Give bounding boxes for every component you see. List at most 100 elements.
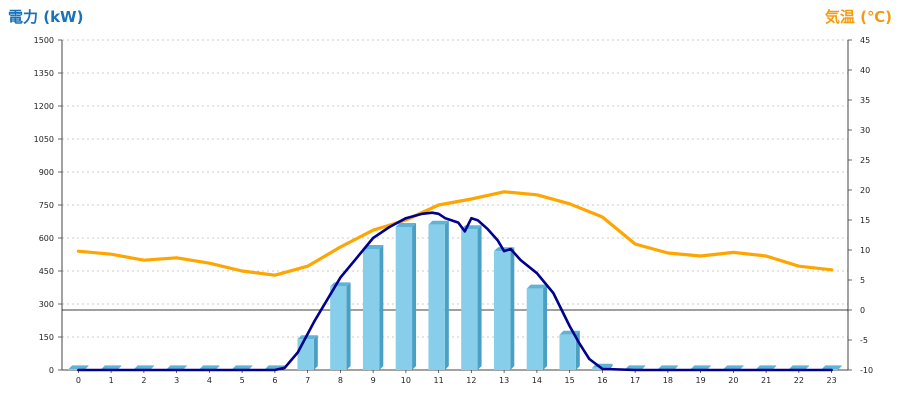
bar-front	[461, 229, 478, 370]
left-tick-label: 0	[49, 366, 54, 375]
gridlines	[62, 39, 848, 338]
bar-top	[231, 365, 253, 370]
bar	[493, 247, 515, 370]
bar-top	[755, 365, 777, 370]
right-tick-label: 45	[860, 36, 870, 45]
right-tick-label: -10	[860, 366, 873, 375]
x-tick-label: 13	[499, 376, 509, 385]
left-tick-label: 450	[39, 267, 54, 276]
bar-side	[379, 245, 384, 370]
x-tick-label: 4	[207, 376, 212, 385]
bar-side	[543, 284, 548, 370]
x-tick-label: 11	[434, 376, 444, 385]
bar-top	[199, 365, 220, 370]
bar-side	[444, 220, 449, 370]
right-tick-label: 20	[860, 186, 870, 195]
bar-side	[837, 365, 842, 370]
bar-side	[313, 335, 318, 370]
left-tick-label: 150	[39, 333, 54, 342]
left-tick-label: 1050	[34, 135, 54, 144]
bar-front	[559, 334, 576, 370]
x-tick-label: 8	[338, 376, 343, 385]
x-tick-label: 22	[794, 376, 804, 385]
left-tick-label: 750	[39, 201, 54, 210]
bar-side	[510, 247, 515, 370]
axes	[58, 39, 852, 373]
x-tick-label: 6	[272, 376, 277, 385]
right-tick-label: 40	[860, 66, 870, 75]
left-tick-label: 300	[39, 300, 54, 309]
x-tick-label: 1	[109, 376, 114, 385]
right-tick-label: 10	[860, 246, 870, 255]
bar-top	[526, 284, 548, 289]
x-tick-label: 21	[761, 376, 771, 385]
bar	[362, 245, 384, 370]
x-tick-label: 0	[76, 376, 81, 385]
bar-front	[330, 286, 347, 370]
bar-top	[657, 365, 679, 370]
bar-top	[690, 365, 711, 370]
x-tick-label: 17	[630, 376, 640, 385]
bar-top	[68, 365, 89, 370]
left-tick-label: 600	[39, 234, 54, 243]
bar-top	[428, 220, 449, 225]
x-tick-label: 14	[532, 376, 542, 385]
left-tick-label: 1200	[34, 102, 54, 111]
bar-top	[624, 365, 646, 370]
right-tick-label: 35	[860, 96, 870, 105]
bar-top	[100, 365, 122, 370]
left-tick-label: 900	[39, 168, 54, 177]
bar	[330, 282, 351, 370]
bar-front	[68, 369, 85, 370]
bar-top	[133, 365, 155, 370]
bar-top	[297, 335, 318, 340]
bar-top	[166, 365, 187, 370]
right-tick-label: 15	[860, 216, 870, 225]
x-tick-label: 3	[174, 376, 179, 385]
right-tick-label: 25	[860, 156, 870, 165]
x-tick-label: 2	[141, 376, 146, 385]
bar-top	[395, 223, 417, 227]
bar-side	[346, 282, 351, 370]
bar-front	[493, 251, 511, 370]
x-tick-label: 5	[240, 376, 245, 385]
left-tick-label: 1350	[34, 69, 54, 78]
series-lines	[76, 190, 834, 372]
left-axis-title: 電力 (kW)	[8, 8, 83, 26]
bar	[395, 223, 417, 370]
x-tick-label: 15	[565, 376, 575, 385]
bar	[461, 225, 482, 370]
power-line	[77, 211, 833, 372]
bar-front	[362, 249, 380, 370]
bar-top	[788, 365, 810, 370]
x-tick-label: 10	[401, 376, 411, 385]
bar-front	[297, 339, 314, 370]
x-tick-label: 7	[305, 376, 310, 385]
x-tick-label: 16	[597, 376, 607, 385]
temperature-line	[76, 190, 834, 277]
bar	[297, 335, 318, 370]
x-tick-label: 9	[371, 376, 376, 385]
right-tick-label: 0	[860, 306, 865, 315]
x-tick-label: 18	[663, 376, 673, 385]
bar-top	[723, 365, 744, 370]
right-axis-title: 気温 (℃)	[825, 8, 892, 26]
right-tick-label: 5	[860, 276, 865, 285]
right-tick-label: 30	[860, 126, 870, 135]
bar	[428, 220, 449, 370]
x-tick-label: 23	[827, 376, 837, 385]
bar-front	[395, 227, 413, 370]
x-tick-label: 20	[728, 376, 738, 385]
x-tick-label: 19	[696, 376, 706, 385]
bar-side	[477, 225, 482, 370]
bar-side	[412, 223, 417, 370]
right-tick-label: -5	[860, 336, 868, 345]
left-tick-label: 1500	[34, 36, 54, 45]
bar-front	[526, 288, 544, 370]
x-tick-label: 12	[466, 376, 476, 385]
bar-front	[428, 224, 445, 370]
bars	[68, 220, 842, 370]
bar-top	[821, 365, 842, 370]
tick-labels: 01503004506007509001050120013501500-10-5…	[34, 36, 873, 385]
